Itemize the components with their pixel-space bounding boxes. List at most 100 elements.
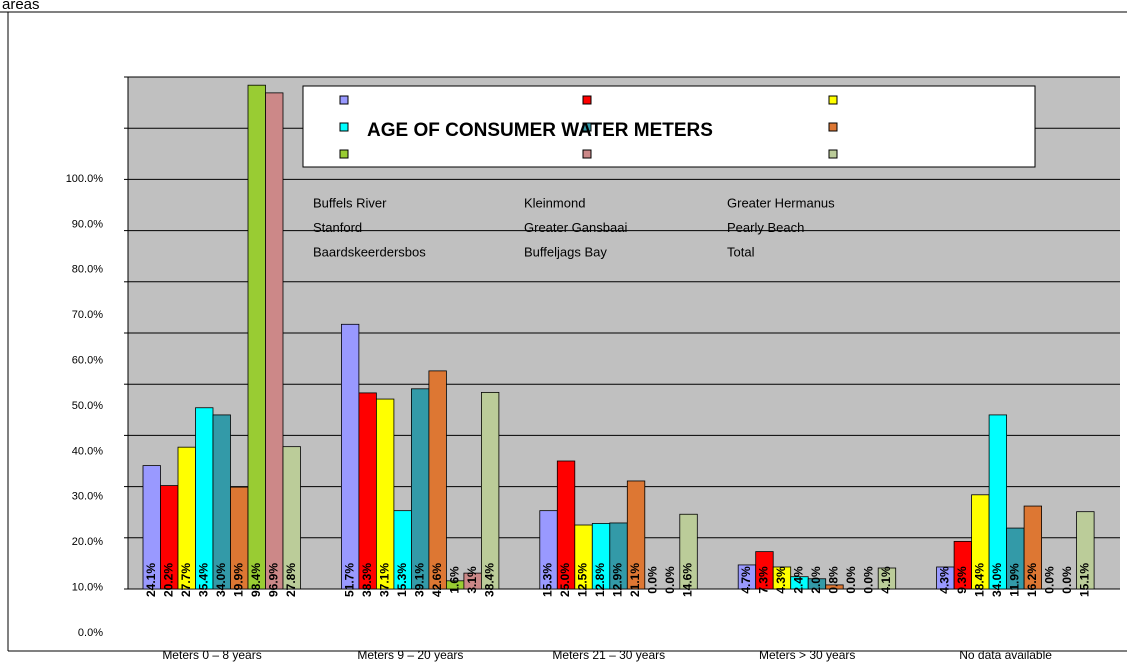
value-label: 7.3% xyxy=(757,566,771,594)
y-tick-label: 60.0% xyxy=(72,355,103,367)
x-tick-label: Meters 0 – 8 years xyxy=(162,648,261,662)
legend-box xyxy=(302,85,1036,168)
bar xyxy=(679,513,698,590)
y-tick-label: 100.0% xyxy=(66,173,104,185)
value-label: 12.5% xyxy=(576,563,590,597)
value-label: 96.9% xyxy=(266,563,280,597)
legend-label: Stanford xyxy=(313,220,362,235)
value-label: 0.0% xyxy=(1043,566,1057,594)
x-tick-label: Meters 9 – 20 years xyxy=(357,648,463,662)
value-label: 51.7% xyxy=(342,563,356,597)
value-label: 16.2% xyxy=(1025,563,1039,597)
value-label: 19.9% xyxy=(231,563,245,597)
bar xyxy=(626,480,646,590)
y-tick-label: 90.0% xyxy=(72,218,103,230)
bar xyxy=(247,84,266,590)
bar xyxy=(1023,505,1042,590)
value-label: 0.0% xyxy=(844,566,858,594)
value-label: 24.1% xyxy=(144,563,158,597)
value-label: 34.0% xyxy=(214,563,228,597)
bar xyxy=(988,414,1007,590)
value-label: 12.8% xyxy=(593,563,607,597)
value-label: 2.0% xyxy=(809,566,823,594)
bar xyxy=(282,446,301,590)
legend-marker xyxy=(828,122,838,132)
value-label: 27.8% xyxy=(284,563,298,597)
value-label: 0.0% xyxy=(862,566,876,594)
bar xyxy=(1076,511,1095,590)
value-label: 2.4% xyxy=(792,566,806,594)
legend-marker xyxy=(339,95,349,105)
bar xyxy=(807,578,827,590)
bar xyxy=(265,92,284,590)
value-label: 1.6% xyxy=(447,566,461,594)
legend-label: Pearly Beach xyxy=(727,220,804,235)
chart-title: AGE OF CONSUMER WATER METERS xyxy=(367,120,713,141)
legend-label: Greater Gansbaai xyxy=(524,220,627,235)
bar xyxy=(410,388,430,590)
value-label: 0.0% xyxy=(1060,566,1074,594)
value-label: 15.1% xyxy=(1078,563,1092,597)
value-label: 21.1% xyxy=(628,563,642,597)
value-label: 9.3% xyxy=(955,566,969,594)
value-label: 38.4% xyxy=(482,563,496,597)
legend-label: Kleinmond xyxy=(524,195,585,210)
bar xyxy=(877,567,897,590)
value-label: 27.7% xyxy=(179,563,193,597)
value-label: 0.8% xyxy=(827,566,841,594)
value-label: 11.9% xyxy=(1008,563,1022,597)
legend-marker xyxy=(582,122,592,132)
value-label: 39.1% xyxy=(412,563,426,597)
legend-marker xyxy=(582,95,592,105)
y-tick-label: 50.0% xyxy=(72,400,103,412)
bar xyxy=(195,407,214,590)
legend-marker xyxy=(339,149,349,159)
bar xyxy=(428,370,447,590)
value-label: 0.0% xyxy=(663,566,677,594)
legend-marker xyxy=(339,122,349,132)
value-label: 4.1% xyxy=(879,566,893,594)
y-tick-label: 0.0% xyxy=(78,627,103,639)
value-label: 4.3% xyxy=(774,566,788,594)
legend-marker xyxy=(828,95,838,105)
bar xyxy=(825,584,844,590)
value-label: 38.3% xyxy=(360,563,374,597)
value-label: 4.7% xyxy=(739,566,753,594)
subtitle: areas xyxy=(2,0,40,13)
value-label: 35.4% xyxy=(196,563,210,597)
value-label: 42.6% xyxy=(430,563,444,597)
value-label: 4.3% xyxy=(938,566,952,594)
legend-marker xyxy=(582,149,592,159)
value-label: 15.3% xyxy=(541,563,555,597)
legend-marker xyxy=(828,149,838,159)
value-label: 3.1% xyxy=(465,566,479,594)
value-label: 18.4% xyxy=(973,563,987,597)
bar xyxy=(480,391,500,590)
legend-label: Buffels River xyxy=(313,195,387,210)
x-tick-label: Meters > 30 years xyxy=(759,648,855,662)
bar xyxy=(358,392,377,590)
x-tick-label: No data available xyxy=(959,648,1052,662)
legend-label: Buffeljags Bay xyxy=(524,244,607,259)
y-tick-label: 20.0% xyxy=(72,536,103,548)
value-label: 15.3% xyxy=(395,563,409,597)
y-tick-label: 10.0% xyxy=(72,582,103,594)
bar xyxy=(375,398,395,590)
value-label: 34.0% xyxy=(990,563,1004,597)
y-tick-label: 40.0% xyxy=(72,445,103,457)
y-tick-label: 80.0% xyxy=(72,264,103,276)
bar xyxy=(212,414,231,590)
value-label: 25.0% xyxy=(558,563,572,597)
legend-label: Baardskeerdersbos xyxy=(313,244,426,259)
y-tick-label: 30.0% xyxy=(72,491,103,503)
bar xyxy=(340,323,360,590)
value-label: 12.9% xyxy=(611,563,625,597)
y-tick-label: 70.0% xyxy=(72,309,103,321)
value-label: 14.6% xyxy=(681,563,695,597)
x-tick-label: Meters 21 – 30 years xyxy=(552,648,665,662)
legend-label: Greater Hermanus xyxy=(727,195,835,210)
value-label: 20.2% xyxy=(161,563,175,597)
value-label: 98.4% xyxy=(249,563,263,597)
